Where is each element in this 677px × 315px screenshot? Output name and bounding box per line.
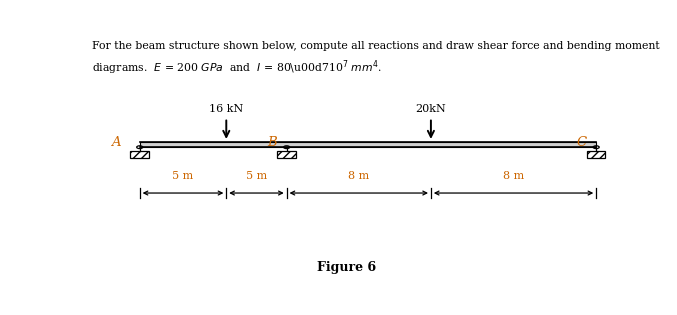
Text: 5 m: 5 m — [173, 171, 194, 181]
Text: 8 m: 8 m — [348, 171, 370, 181]
Bar — [587, 151, 605, 158]
Text: A: A — [111, 135, 121, 149]
Bar — [131, 151, 149, 158]
Text: C: C — [576, 135, 586, 149]
Text: Figure 6: Figure 6 — [318, 261, 376, 274]
Text: 5 m: 5 m — [246, 171, 267, 181]
Text: diagrams.  $\mathit{E}$ = 200 $\mathit{GPa}$  and  $\mathit{I}$ = 80\u00d710$^7$: diagrams. $\mathit{E}$ = 200 $\mathit{GP… — [93, 58, 383, 77]
Text: 20kN: 20kN — [416, 104, 446, 114]
Text: 8 m: 8 m — [503, 171, 524, 181]
Text: B: B — [267, 135, 277, 149]
Text: For the beam structure shown below, compute all reactions and draw shear force a: For the beam structure shown below, comp… — [93, 42, 660, 51]
Bar — [278, 151, 296, 158]
Text: 16 kN: 16 kN — [209, 104, 244, 114]
Bar — [139, 142, 596, 147]
